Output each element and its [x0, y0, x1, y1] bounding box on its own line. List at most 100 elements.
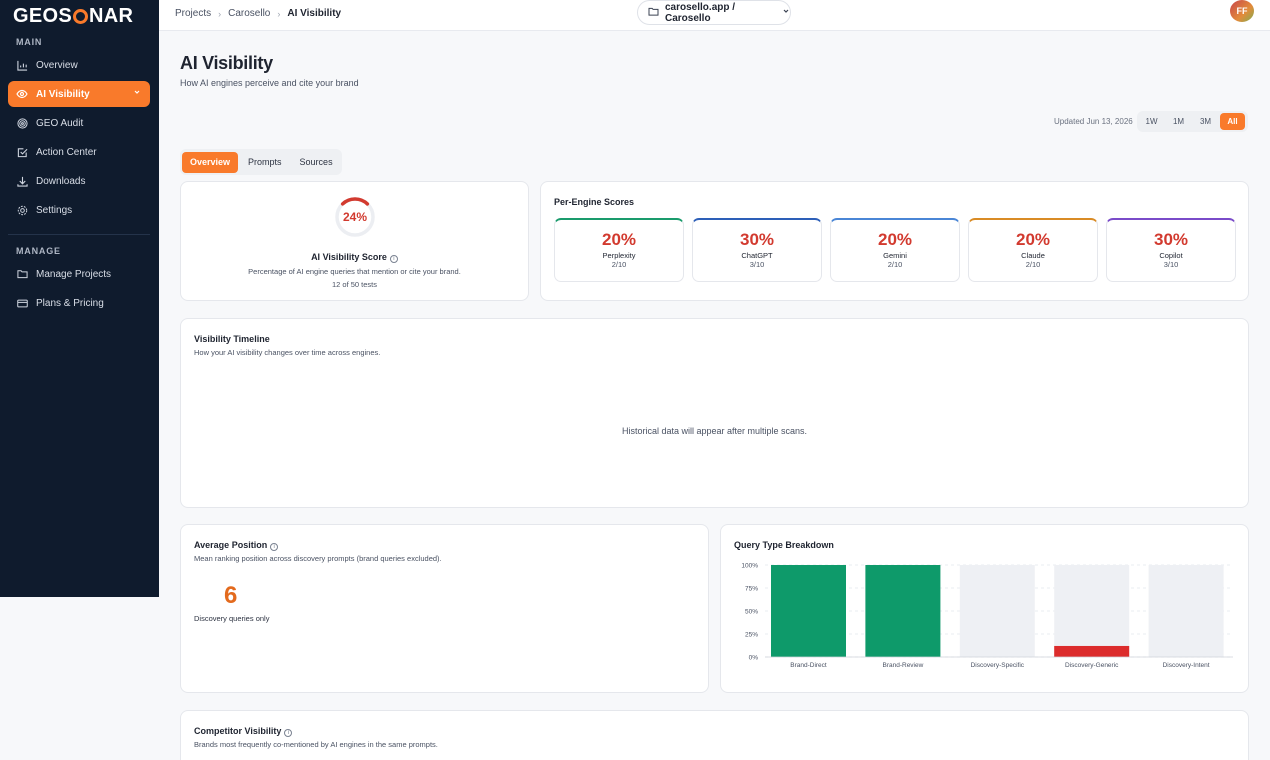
- score-description: Percentage of AI engine queries that men…: [248, 267, 461, 276]
- query-type-chart: 100% 75% 50% 25% 0% Brand-Direct Brand-Review D…: [741, 563, 1233, 669]
- engine-card-chatgpt[interactable]: 30% ChatGPT 3/10: [692, 218, 822, 282]
- tab-prompts[interactable]: Prompts: [248, 157, 282, 167]
- info-icon[interactable]: i: [284, 729, 293, 737]
- bar[interactable]: [1054, 645, 1130, 657]
- info-icon[interactable]: i: [389, 255, 398, 263]
- sidebar-item-geo-audit[interactable]: GEO Audit: [8, 110, 150, 136]
- card-title-row: Competitor Visibility i: [194, 726, 293, 737]
- section-label-main: MAIN: [16, 37, 43, 47]
- sidebar-item-label: Manage Projects: [36, 268, 112, 280]
- engine-fraction: 2/10: [1025, 260, 1041, 269]
- sidebar-item-label: Downloads: [36, 175, 86, 187]
- updated-timestamp: Updated Jun 13, 2026: [1054, 117, 1133, 126]
- y-tick-label: 25%: [745, 632, 758, 639]
- section-label-manage: MANAGE: [16, 246, 61, 256]
- folder-icon: [16, 268, 28, 280]
- bar[interactable]: [865, 565, 941, 657]
- engine-fraction: 2/10: [611, 260, 627, 269]
- bar-background: [1054, 565, 1130, 657]
- sidebar-item-label: GEO Audit: [36, 117, 84, 129]
- bar-background: [1148, 565, 1224, 657]
- engine-pct: 20%: [877, 230, 913, 249]
- engine-name: Claude: [1021, 251, 1045, 260]
- chevron-down-icon: [133, 88, 141, 99]
- sidebar-item-overview[interactable]: Overview: [8, 52, 150, 78]
- project-selector-label: carosello.app / Carosello: [665, 1, 736, 24]
- engine-pct: 20%: [601, 230, 637, 249]
- engine-pct: 30%: [1153, 230, 1189, 249]
- score-title: AI Visibility Score: [311, 252, 387, 262]
- tab-overview[interactable]: Overview: [182, 151, 239, 173]
- page-subtitle: How AI engines perceive and cite your br…: [180, 78, 359, 88]
- range-3m[interactable]: 3M: [1199, 117, 1212, 126]
- competitor-visibility-card: Competitor Visibility i Brands most frequ…: [180, 710, 1249, 760]
- x-tick-label: Discovery-Intent: [1163, 662, 1210, 669]
- avg-position-caption: Discovery queries only: [194, 614, 270, 623]
- sidebar-item-action-center[interactable]: Action Center: [8, 139, 150, 165]
- card-title: Visibility Timeline: [194, 334, 270, 344]
- sidebar-divider: [8, 234, 150, 235]
- engine-fraction: 3/10: [749, 260, 765, 269]
- sidebar-item-label: Action Center: [36, 146, 97, 158]
- target-icon: [16, 117, 28, 129]
- score-gauge: 24%: [335, 197, 375, 237]
- chart-title: Query Type Breakdown: [734, 540, 834, 550]
- logo-text-right: NAR: [89, 5, 134, 27]
- sidebar-item-label: Overview: [36, 59, 78, 71]
- score-tests: 12 of 50 tests: [331, 280, 378, 289]
- bar-chart-icon: [16, 59, 28, 71]
- timeline-empty-state: Historical data will appear after multip…: [621, 426, 808, 436]
- card-title: Average Position: [194, 540, 268, 550]
- logo-text-left: GEOS: [13, 5, 72, 27]
- engine-card-copilot[interactable]: 30% Copilot 3/10: [1106, 218, 1236, 282]
- engine-card-gemini[interactable]: 20% Gemini 2/10: [830, 218, 960, 282]
- logo[interactable]: GEOS NAR: [13, 5, 133, 28]
- card-subtitle: Mean ranking position across discovery p…: [194, 554, 442, 563]
- engine-name: ChatGPT: [741, 251, 773, 260]
- average-position-card: Average Position i Mean ranking position …: [180, 524, 709, 693]
- visibility-timeline-card: Visibility Timeline How your AI visibili…: [180, 318, 1249, 508]
- range-1w[interactable]: 1W: [1145, 117, 1158, 126]
- avg-position-value: 6: [224, 582, 238, 609]
- engine-pct: 30%: [739, 230, 775, 249]
- y-tick-label: 0%: [749, 655, 759, 662]
- avatar[interactable]: FF: [1230, 0, 1254, 22]
- chevron-right-icon: ›: [218, 8, 222, 19]
- y-tick-label: 100%: [741, 563, 758, 570]
- x-tick-label: Brand-Review: [882, 662, 923, 669]
- bar[interactable]: [771, 565, 846, 657]
- engine-card-perplexity[interactable]: 20% Perplexity 2/10: [554, 218, 684, 282]
- sidebar-item-manage-projects[interactable]: Manage Projects: [8, 261, 150, 287]
- engine-fraction: 2/10: [887, 260, 903, 269]
- card-subtitle: How your AI visibility changes over time…: [194, 348, 381, 357]
- y-tick-label: 75%: [745, 586, 758, 593]
- tab-sources[interactable]: Sources: [299, 157, 333, 167]
- score-gauge-arc: [335, 197, 375, 237]
- engine-fraction: 3/10: [1163, 260, 1179, 269]
- credit-card-icon: [16, 297, 28, 309]
- engine-card-claude[interactable]: 20% Claude 2/10: [968, 218, 1098, 282]
- range-all[interactable]: All: [1220, 113, 1245, 130]
- range-1m[interactable]: 1M: [1172, 117, 1185, 126]
- view-tabs: Overview Prompts Sources: [180, 149, 342, 175]
- sidebar-item-plans-pricing[interactable]: Plans & Pricing: [8, 290, 150, 316]
- breadcrumb-project[interactable]: Carosello: [228, 8, 271, 19]
- sidebar-item-ai-visibility[interactable]: AI Visibility: [8, 81, 150, 107]
- sidebar-item-label: Settings: [36, 204, 73, 216]
- project-selector[interactable]: carosello.app / Carosello: [637, 0, 791, 25]
- chevron-down-icon: [782, 7, 790, 18]
- check-square-icon: [16, 146, 28, 158]
- sidebar-item-settings[interactable]: Settings: [8, 197, 150, 223]
- chevron-right-icon: ›: [277, 8, 281, 19]
- sonar-logo-icon: [73, 9, 88, 24]
- info-icon[interactable]: i: [270, 543, 279, 551]
- y-tick-label: 50%: [745, 609, 758, 616]
- page-title: AI Visibility: [180, 53, 273, 73]
- x-tick-label: Discovery-Generic: [1065, 662, 1119, 669]
- score-value: 24%: [343, 210, 367, 224]
- card-title: Competitor Visibility: [194, 726, 282, 736]
- sidebar-item-downloads[interactable]: Downloads: [8, 168, 150, 194]
- card-subtitle: Brands most frequently co-mentioned by A…: [194, 740, 438, 749]
- breadcrumb-projects[interactable]: Projects: [175, 8, 212, 19]
- bar-background: [959, 565, 1035, 657]
